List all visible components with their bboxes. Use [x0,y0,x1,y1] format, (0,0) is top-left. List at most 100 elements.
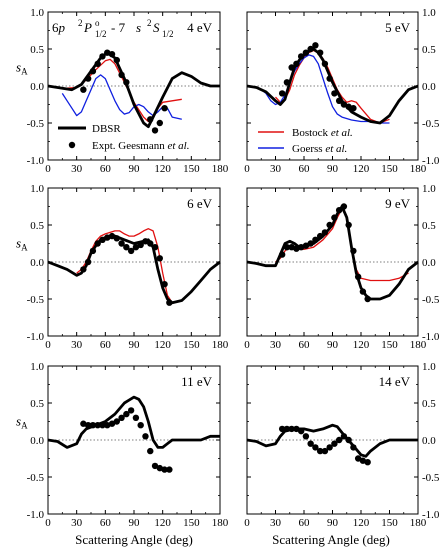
expt-point [132,414,140,421]
legend-expt-swatch [68,141,76,149]
expt-point [283,244,291,251]
expt-point [354,273,362,280]
expt-point [156,255,163,262]
expt-point [118,71,125,79]
y-tick-label: 0.0 [30,81,44,93]
x-axis-label-left: Scattering Angle (deg) [75,532,193,547]
expt-point [288,64,295,71]
expt-point [326,75,333,82]
y-tick-label: 1.0 [30,183,44,195]
x-tick-label: 120 [353,517,370,529]
expt-point [84,75,92,82]
x-tick-label: 90 [129,517,141,529]
x-tick-label: 180 [212,339,229,351]
expt-point [312,42,319,49]
expt-point [161,105,168,112]
x-tick-label: 60 [100,163,112,175]
x-tick-label: 60 [100,339,112,351]
expt-point [312,236,319,243]
expt-point [335,207,343,214]
series-dbsr-line [47,234,221,305]
y-tick-label: 0.5 [422,220,436,232]
y-tick-label: 0.5 [30,220,44,232]
y-axis-label: sA [16,414,28,431]
x-tick-label: 60 [299,339,311,351]
svg-text:S: S [153,20,160,35]
x-tick-label: 120 [154,163,171,175]
expt-point [340,203,348,210]
expt-point [147,116,154,123]
expt-point [89,247,97,255]
x-tick-label: 150 [183,517,200,529]
x-tick-label: 30 [71,339,83,351]
svg-text:2: 2 [78,18,83,28]
svg-text:o: o [95,18,100,28]
x-tick-label: 150 [381,339,398,351]
y-tick-label: -0.5 [27,294,45,306]
y-tick-label: 0.5 [30,398,44,410]
x-tick-label: 0 [244,339,250,351]
x-axis-label-right: Scattering Angle (deg) [272,532,390,547]
expt-point [99,53,106,60]
energy-label: 9 eV [385,196,411,211]
expt-point [331,214,338,221]
svg-text:P: P [83,20,92,35]
x-tick-label: 0 [244,517,250,529]
series-dbsr-line [246,205,419,301]
x-tick-label: 180 [410,339,427,351]
legend-dbsr-label: DBSR [92,123,121,135]
expt-point [123,79,130,86]
expt-point [137,422,144,429]
x-tick-label: 0 [45,517,51,529]
expt-point [142,433,149,440]
svg-text:- 7: - 7 [111,20,126,35]
expt-point [302,49,310,56]
y-tick-label: -0.5 [422,118,440,130]
expt-point [307,45,314,53]
x-tick-label: 60 [100,517,112,529]
y-tick-label: 1.0 [422,361,436,373]
y-tick-label: 0.0 [30,257,44,269]
expt-point [340,433,348,440]
expt-point [151,127,159,134]
expt-point [127,407,135,414]
y-tick-label: 1.0 [422,183,436,195]
x-tick-label: 120 [154,517,171,529]
y-tick-label: 1.0 [30,7,44,19]
x-tick-label: 90 [327,339,339,351]
expt-point [297,427,305,435]
expt-point [321,229,329,236]
panel-5: 0 30 60 90 120 150 180 -1.0 -0.5 0.0 0.5 1.0 sA 11 eV [16,361,229,529]
x-tick-label: 150 [183,339,200,351]
expt-point [278,425,286,433]
y-tick-label: -1.0 [27,155,45,167]
expt-point [147,240,154,247]
expt-point [326,221,333,229]
x-tick-label: 120 [154,339,171,351]
expt-point [321,447,329,455]
expt-point [166,299,173,306]
x-tick-label: 90 [129,163,141,175]
expt-point [278,251,286,258]
expt-point [123,410,130,418]
expt-point [350,444,357,451]
expt-point [80,86,87,93]
x-tick-label: 180 [410,517,427,529]
expt-point [161,466,168,473]
x-tick-label: 30 [270,163,282,175]
x-tick-label: 30 [270,339,282,351]
y-tick-label: -0.5 [422,472,440,484]
expt-point [132,244,140,251]
expt-point [113,235,121,242]
expt-point [335,97,343,105]
expt-point [84,422,92,429]
expt-point [99,236,106,243]
x-tick-label: 0 [45,163,51,175]
expt-point [312,444,319,451]
y-tick-label: -0.5 [27,472,45,484]
x-tick-label: 150 [381,163,398,175]
x-tick-label: 0 [45,339,51,351]
expt-point [345,221,352,229]
energy-label: 4 eV [187,20,213,35]
x-tick-label: 180 [212,163,229,175]
